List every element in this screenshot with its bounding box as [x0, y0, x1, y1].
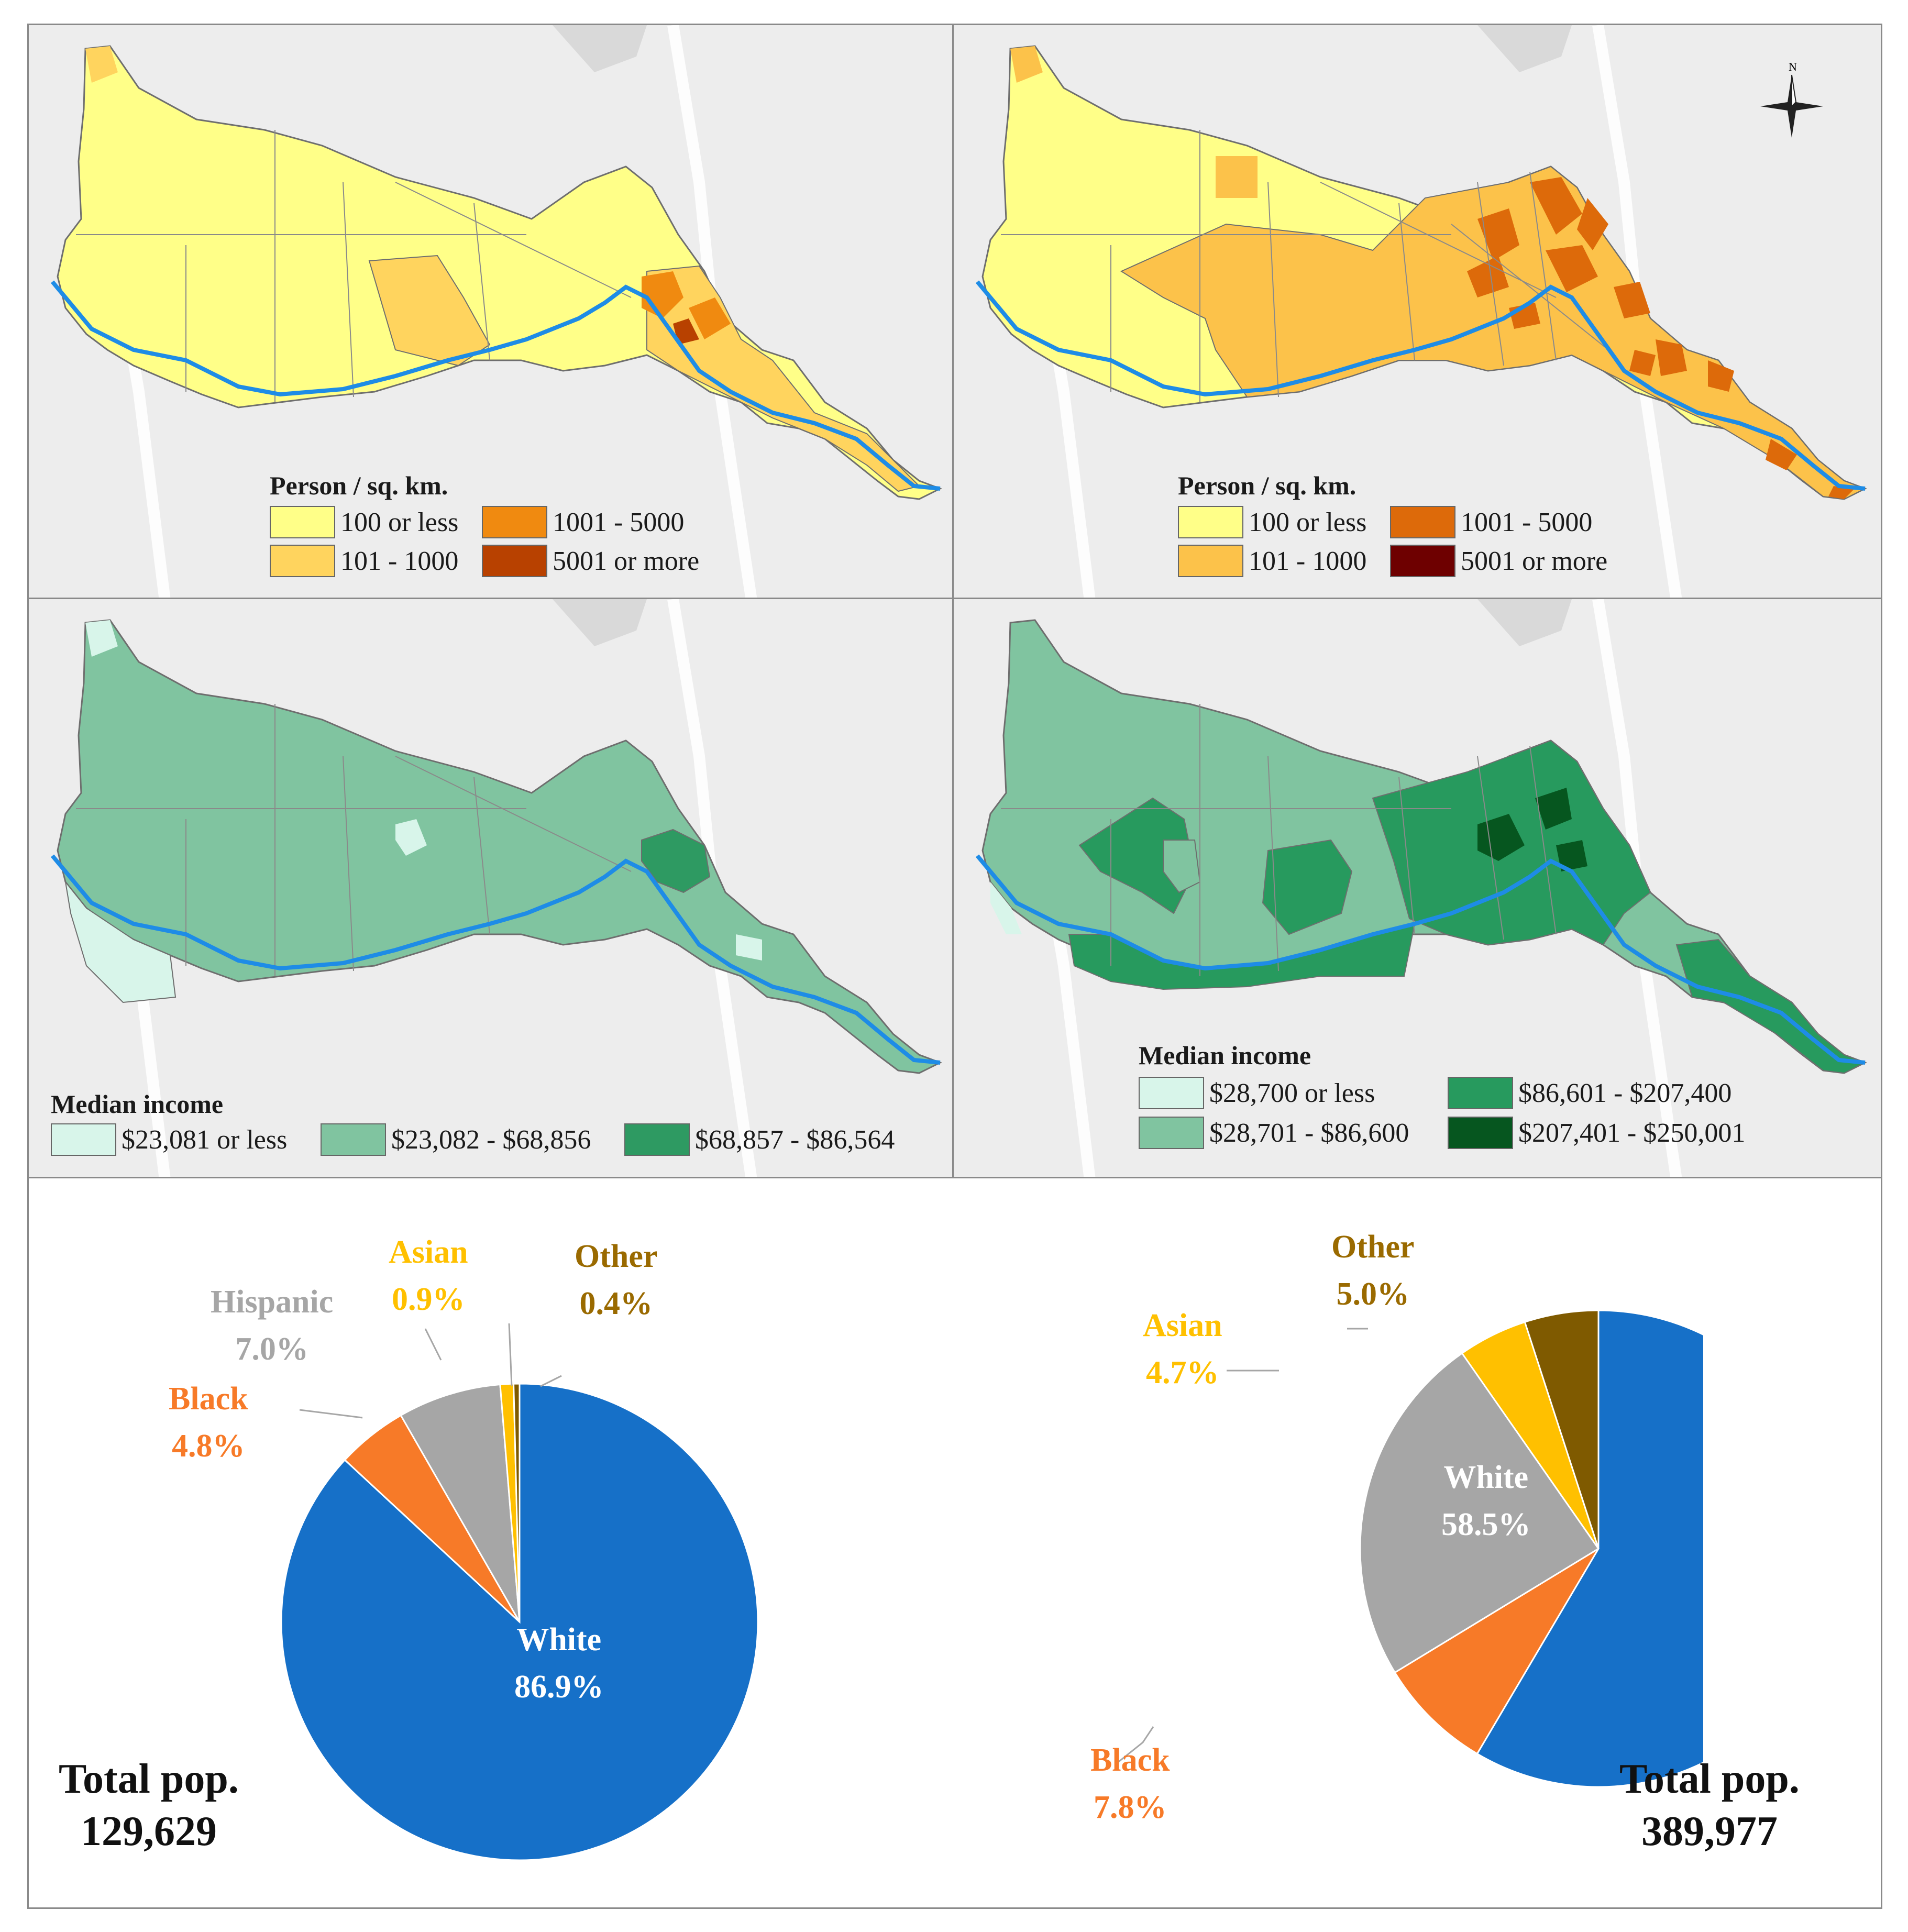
pie-slice-other	[513, 1383, 521, 1622]
legend-swatch	[1390, 545, 1455, 577]
total-population-left: Total pop. 129,629	[59, 1756, 239, 1854]
map-median-income-left: Median income $23,081 or less $23,082 - …	[27, 598, 954, 1178]
legend-title: Median income	[1139, 1041, 1311, 1070]
legend-median-income-right: Median income $28,700 or less $28,701 - …	[1139, 1040, 1745, 1149]
legend-title: Median income	[51, 1089, 224, 1119]
legend-item: 1001 - 5000	[1390, 506, 1592, 538]
pie-slice-white	[1476, 1309, 1703, 1788]
legend-population-density-left: Person / sq. km. 100 or less 101 - 1000 …	[270, 470, 699, 577]
label-black-left: Black 4.8%	[169, 1381, 248, 1464]
label-other-right: Other 5.0%	[1331, 1229, 1415, 1312]
map-median-income-right: Median income $28,700 or less $28,701 - …	[952, 598, 1882, 1178]
label-hispanic-left: Hispanic 7.0%	[211, 1284, 334, 1367]
leader-line-asian-left	[508, 1323, 513, 1387]
legend-swatch	[1448, 1077, 1513, 1109]
watershed-map	[50, 25, 942, 598]
legend-item: 101 - 1000	[1178, 545, 1366, 577]
pie-chart-right	[1116, 1309, 1703, 1788]
watershed-map	[50, 599, 942, 1177]
legend-swatch	[1178, 545, 1243, 577]
label-asian-left: Asian 0.9%	[389, 1234, 468, 1317]
legend-item: $28,701 - $86,600	[1139, 1117, 1409, 1149]
legend-item: $28,700 or less	[1139, 1077, 1375, 1109]
legend-swatch	[1448, 1117, 1513, 1149]
leader-line-black-right	[1116, 1726, 1154, 1764]
legend-title: Person / sq. km.	[1178, 471, 1356, 500]
legend-swatch	[482, 545, 547, 577]
legend-swatch	[1390, 506, 1455, 538]
pie-charts-area: White 86.9% Black 4.8% Hispanic 7.0% Asian 0…	[27, 1177, 1882, 1909]
watershed-map: N	[975, 25, 1867, 598]
legend-item: $86,601 - $207,400	[1448, 1077, 1731, 1109]
leader-line-hispanic-left	[424, 1328, 442, 1361]
map-population-density-right: N Person / sq. km. 100 or less 101 - 100…	[952, 24, 1882, 599]
pie-slice-white	[280, 1383, 759, 1861]
legend-item: 1001 - 5000	[482, 506, 684, 538]
label-white-left: White 86.9%	[514, 1622, 604, 1705]
label-white-right: White 58.5%	[1441, 1460, 1531, 1542]
legend-item: $23,082 - $68,856	[321, 1123, 591, 1156]
legend-item: 100 or less	[270, 506, 458, 538]
legend-item: 100 or less	[1178, 506, 1366, 538]
legend-swatch	[1139, 1117, 1204, 1149]
legend-median-income-left: Median income $23,081 or less $23,082 - …	[51, 1089, 895, 1156]
label-other-left: Other 0.4%	[575, 1239, 658, 1321]
label-black-right: Black 7.8%	[1090, 1742, 1170, 1825]
legend-population-density-right: Person / sq. km. 100 or less 101 - 1000 …	[1178, 470, 1607, 577]
watershed-map	[975, 599, 1867, 1177]
north-label: N	[1789, 60, 1797, 73]
legend-swatch	[624, 1123, 690, 1156]
pie-slice-other	[1524, 1309, 1600, 1549]
legend-swatch	[1178, 506, 1243, 538]
pie-slice-hispanic	[1359, 1352, 1600, 1674]
label-asian-right: Asian 4.7%	[1143, 1308, 1222, 1390]
legend-title: Person / sq. km.	[270, 471, 448, 500]
legend-item: $23,081 or less	[51, 1123, 287, 1156]
legend-item: 101 - 1000	[270, 545, 458, 577]
legend-item: $68,857 - $86,564	[624, 1123, 895, 1156]
map-population-density-left: Person / sq. km. 100 or less 101 - 1000 …	[27, 24, 954, 599]
legend-swatch	[270, 545, 335, 577]
legend-swatch	[1139, 1077, 1204, 1109]
pie-chart-left	[280, 1323, 759, 1861]
legend-swatch	[321, 1123, 386, 1156]
label-hispanic-right: Hispanic 24.0%	[1169, 1454, 1292, 1537]
pie-slice-hispanic	[400, 1383, 521, 1622]
leader-line-black-left	[299, 1409, 363, 1419]
compass-icon	[1760, 74, 1823, 138]
pie-slice-black	[1394, 1548, 1600, 1755]
leader-line-other-left	[540, 1375, 562, 1387]
legend-swatch	[270, 506, 335, 538]
legend-item: 5001 or more	[482, 545, 699, 577]
legend-item: $207,401 - $250,001	[1448, 1117, 1745, 1149]
legend-item: 5001 or more	[1390, 545, 1607, 577]
legend-swatch	[51, 1123, 116, 1156]
total-population-right: Total pop. 389,977	[1619, 1756, 1800, 1854]
legend-swatch	[482, 506, 547, 538]
